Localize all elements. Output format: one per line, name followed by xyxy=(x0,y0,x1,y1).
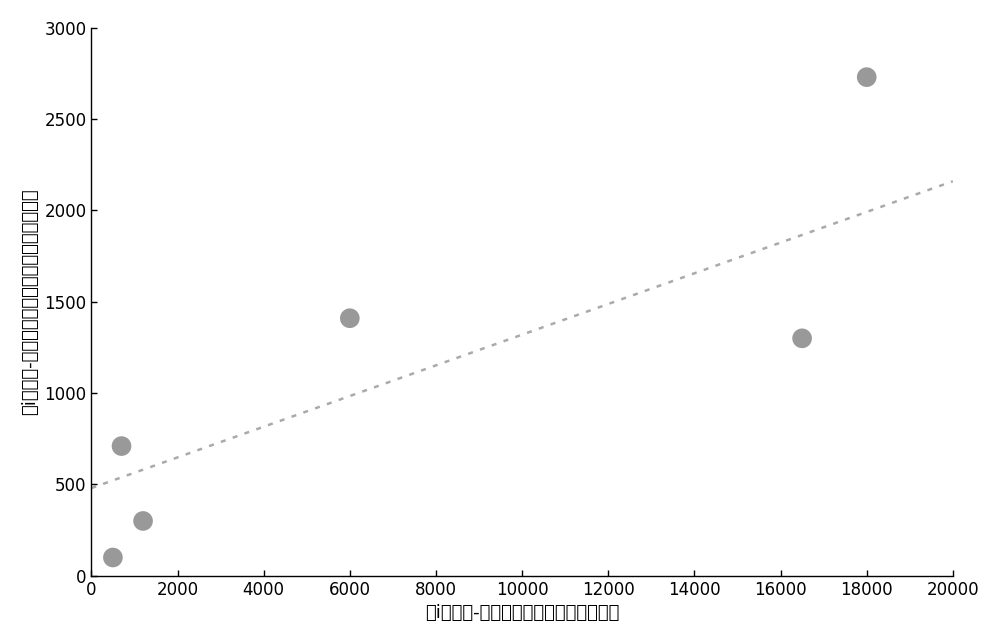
Point xyxy=(135,516,151,526)
Point xyxy=(105,552,121,563)
Point xyxy=(342,313,358,323)
Y-axis label: 第i个断层-岩性油气藏油气储量计算值（万吨）: 第i个断层-岩性油气藏油气储量计算值（万吨） xyxy=(21,188,39,415)
Point xyxy=(794,333,810,343)
X-axis label: 第i个断层-岩性油气藏油气储量（万吨）: 第i个断层-岩性油气藏油气储量（万吨） xyxy=(425,604,619,622)
Point xyxy=(859,72,875,82)
Point xyxy=(114,441,130,451)
